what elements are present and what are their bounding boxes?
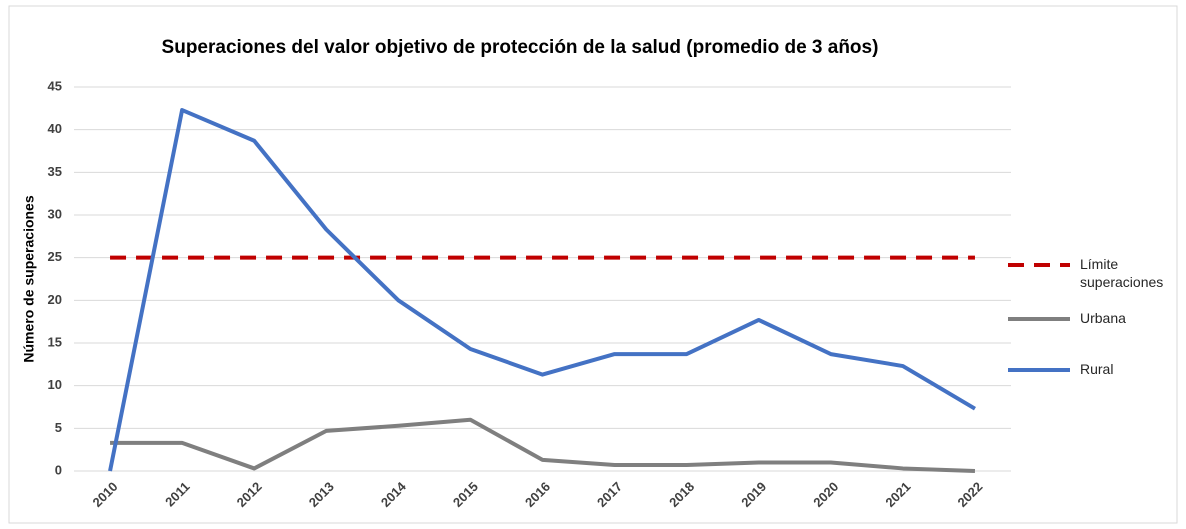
y-tick-label: 30 (48, 206, 62, 221)
chart-title: Superaciones del valor objetivo de prote… (162, 37, 879, 58)
y-axis-title: Número de superaciones (21, 195, 37, 362)
legend-item: Límite superaciones (1080, 256, 1164, 290)
series-line (110, 417, 976, 473)
y-tick-label: 45 (48, 78, 62, 93)
y-tick-label: 5 (55, 420, 62, 435)
y-tick-label: 40 (48, 121, 62, 136)
series-line (108, 108, 976, 472)
chart-border (8, 5, 1178, 524)
legend-item: Rural (1080, 361, 1114, 377)
y-tick-label: 20 (48, 292, 62, 307)
y-tick-label: 0 (55, 462, 62, 477)
legend-label: Límite superaciones (1080, 256, 1164, 290)
y-tick-label: 10 (48, 377, 62, 392)
y-tick-label: 15 (48, 334, 62, 349)
legend-item: Urbana (1080, 310, 1126, 326)
legend-label: Urbana (1080, 310, 1126, 326)
legend-label: Rural (1080, 361, 1114, 377)
y-tick-label: 25 (48, 249, 62, 264)
y-tick-label: 35 (48, 164, 62, 179)
